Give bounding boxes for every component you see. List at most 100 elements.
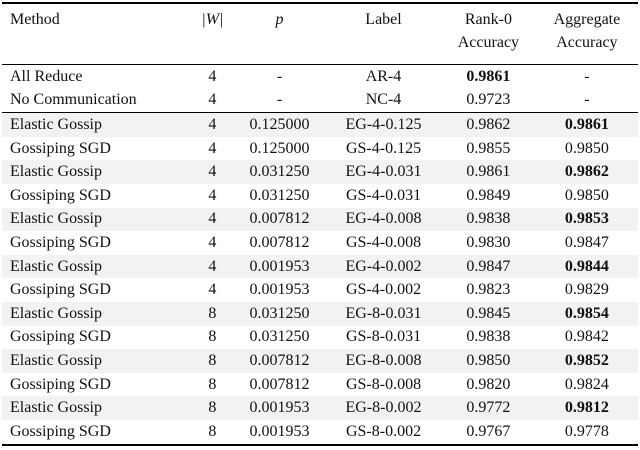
table-row: Elastic Gossip 4 0.031250 EG-4-0.031 0.9861 0… [2, 160, 638, 184]
table-cell: 0.9824 [564, 375, 609, 393]
table-cell: AR-4 [365, 67, 402, 85]
table-cell: 0.9861 [466, 67, 511, 85]
table-cell: 0.031250 [232, 160, 327, 184]
table-cell: 0.9852 [535, 349, 638, 373]
table-cell: 0.9853 [535, 207, 638, 232]
table-cell: 0.9838 [466, 328, 511, 346]
table-cell: 4 [208, 186, 217, 204]
table-cell: Gossiping SGD [10, 233, 111, 251]
header-row: Method |W| p Label Rank-0 Accuracy Aggregate Ac… [2, 3, 638, 65]
table-cell: 0.9772 [440, 396, 536, 420]
header-cell: Rank-0 Accuracy [441, 3, 536, 65]
table-cell: Gossiping SGD [10, 328, 111, 346]
table-cell: 0.9850 [564, 139, 609, 157]
table-cell: 0.9812 [535, 396, 638, 420]
table-cell: GS-8-0.002 [345, 422, 422, 440]
table-cell: - [276, 91, 283, 109]
table-cell: 0.9850 [564, 186, 609, 204]
table-cell: 0.9862 [440, 112, 536, 137]
table-cell: 0.9855 [466, 139, 511, 157]
table-row: Gossiping SGD 4 0.007812 GS-4-0.008 0.9830 0.… [2, 231, 638, 255]
table-cell: Elastic Gossip [2, 254, 192, 279]
table-cell: 4 [191, 207, 233, 232]
table-cell: 0.9778 [564, 422, 609, 440]
table-cell: Gossiping SGD [10, 422, 111, 440]
table-cell: 0.9847 [564, 233, 609, 251]
table-row: All Reduce 4 - AR-4 0.9861 - [2, 65, 638, 89]
table-cell: Gossiping SGD [10, 186, 111, 204]
table-cell: 0.9830 [466, 233, 511, 251]
table-cell: 8 [208, 328, 217, 346]
header-text: Accuracy [457, 34, 520, 51]
table-body: All Reduce 4 - AR-4 0.9861 - No Communication 4… [2, 65, 638, 445]
table-row: Gossiping SGD 8 0.007812 GS-8-0.008 0.9820 0.… [2, 373, 638, 397]
table-cell: Elastic Gossip [2, 160, 192, 184]
header-text: p [275, 11, 284, 28]
table-cell: 4 [208, 91, 217, 109]
header-text: Aggregate [553, 11, 621, 28]
table-cell: EG-4-0.008 [326, 207, 441, 232]
table-cell: 0.125000 [249, 139, 310, 157]
header-cell: Aggregate Accuracy [536, 3, 638, 65]
table-cell: 0.007812 [249, 233, 310, 251]
table-cell: 0.001953 [232, 396, 327, 420]
table-row: No Communication 4 - NC-4 0.9723 - [2, 89, 638, 113]
table-row: Elastic Gossip 8 0.031250 EG-8-0.031 0.9845 0… [2, 301, 638, 326]
table-cell: NC-4 [365, 91, 402, 109]
table-cell: 0.9862 [535, 160, 638, 184]
table-row: Elastic Gossip 8 0.007812 EG-8-0.008 0.9850 0… [2, 349, 638, 373]
table-row: Elastic Gossip 4 0.125000 EG-4-0.125 0.9862 0… [2, 112, 638, 137]
header-text: Rank-0 [464, 11, 512, 28]
table-cell: 0.9847 [440, 254, 536, 279]
table-cell: 4 [208, 139, 217, 157]
table-row: Gossiping SGD 8 0.031250 GS-8-0.031 0.9838 0.… [2, 326, 638, 350]
table-row: Gossiping SGD 4 0.001953 GS-4-0.002 0.9823 0.… [2, 278, 638, 302]
table-cell: EG-4-0.031 [326, 160, 441, 184]
table-cell: No Communication [10, 91, 137, 109]
header-cell: Label [326, 3, 441, 65]
table-cell: EG-8-0.002 [326, 396, 441, 420]
table-cell: 0.9829 [564, 281, 609, 299]
table-cell: Elastic Gossip [2, 301, 192, 326]
table-cell: GS-4-0.008 [345, 233, 422, 251]
table-cell: 0.9823 [466, 281, 511, 299]
table-cell: 0.007812 [232, 207, 327, 232]
table-cell: 0.9723 [466, 91, 511, 109]
table-cell: 0.001953 [232, 254, 327, 279]
table-cell: 4 [191, 254, 233, 279]
table-cell: 0.001953 [249, 422, 310, 440]
table-cell: Gossiping SGD [10, 375, 111, 393]
table-cell: 0.031250 [232, 301, 327, 326]
table-row: Elastic Gossip 8 0.001953 EG-8-0.002 0.9772 0… [2, 396, 638, 420]
table-cell: All Reduce [10, 67, 83, 85]
table-cell: 0.9854 [535, 301, 638, 326]
table-cell: 4 [191, 112, 233, 137]
table-cell: 4 [208, 233, 217, 251]
table-cell: EG-4-0.125 [326, 112, 441, 137]
table-row: Elastic Gossip 4 0.007812 EG-4-0.008 0.9838 0… [2, 207, 638, 232]
table-cell: GS-4-0.031 [345, 186, 422, 204]
table-cell: 8 [191, 301, 233, 326]
table-row: Elastic Gossip 4 0.001953 EG-4-0.002 0.9847 0… [2, 254, 638, 279]
header-text: Method [10, 11, 60, 28]
table-cell: 0.031250 [249, 186, 310, 204]
table-cell: Elastic Gossip [2, 349, 192, 373]
header-cell: Method [2, 3, 192, 65]
table-cell: 0.9820 [466, 375, 511, 393]
table-cell: 0.9850 [440, 349, 536, 373]
table-row: Gossiping SGD 4 0.031250 GS-4-0.031 0.9849 0.… [2, 184, 638, 208]
table-cell: 0.9842 [564, 328, 609, 346]
table-cell: GS-8-0.008 [345, 375, 422, 393]
table-cell: Gossiping SGD [10, 281, 111, 299]
table-cell: - [584, 67, 590, 85]
table-cell: 0.001953 [249, 281, 310, 299]
table-cell: Elastic Gossip [2, 396, 192, 420]
table-cell: EG-8-0.031 [326, 301, 441, 326]
table-cell: GS-8-0.031 [345, 328, 422, 346]
table-cell: 0.9845 [440, 301, 536, 326]
table-cell: Elastic Gossip [2, 112, 192, 137]
table-cell: EG-4-0.002 [326, 254, 441, 279]
table-cell: EG-8-0.008 [326, 349, 441, 373]
